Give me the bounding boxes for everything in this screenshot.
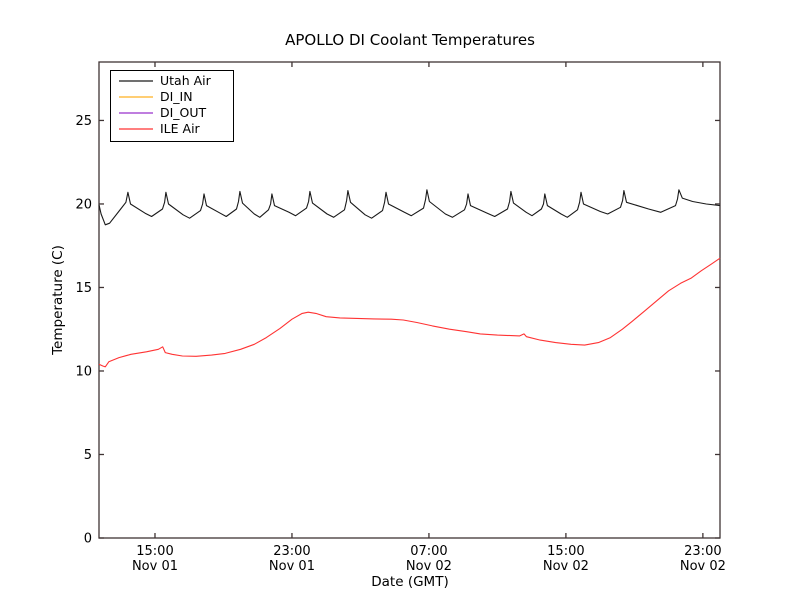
- chart-title: APOLLO DI Coolant Temperatures: [285, 31, 535, 49]
- x-axis-label: Date (GMT): [371, 574, 448, 590]
- legend-label-ile-air: ILE Air: [160, 121, 201, 136]
- legend-label-di-out: DI_OUT: [160, 105, 207, 120]
- legend-label-utah-air: Utah Air: [160, 73, 212, 88]
- legend: Utah Air DI_IN DI_OUT ILE Air: [110, 70, 234, 142]
- y-tick-label: 5: [84, 448, 92, 463]
- legend-entry-di-in: DI_IN: [119, 89, 193, 104]
- y-tick-label: 20: [75, 197, 92, 212]
- x-tick-label-time: 23:00: [684, 544, 721, 559]
- legend-label-di-in: DI_IN: [160, 89, 193, 104]
- x-tick-label-time: 15:00: [136, 544, 173, 559]
- y-tick-label: 15: [75, 281, 92, 296]
- y-tick-label: 0: [84, 532, 92, 547]
- y-tick-label: 10: [75, 364, 92, 379]
- x-tick-label-time: 15:00: [547, 544, 584, 559]
- plot-area: [98, 61, 721, 539]
- x-tick-label-date: Nov 02: [406, 559, 452, 574]
- x-tick-label-date: Nov 01: [269, 559, 315, 574]
- x-tick-label-date: Nov 02: [680, 559, 726, 574]
- x-tick-label-time: 23:00: [273, 544, 310, 559]
- legend-box: [110, 70, 234, 142]
- x-tick-label-time: 07:00: [410, 544, 447, 559]
- legend-entry-ile-air: ILE Air: [119, 121, 201, 136]
- x-tick-label-date: Nov 01: [132, 559, 178, 574]
- y-axis-label: Temperature (C): [50, 245, 66, 356]
- legend-entry-di-out: DI_OUT: [119, 105, 207, 120]
- y-tick-label: 25: [75, 114, 92, 129]
- legend-entry-utah-air: Utah Air: [119, 73, 212, 88]
- series-line-ile-air: [98, 257, 721, 368]
- series-group: [98, 189, 721, 368]
- x-tick-label-date: Nov 02: [543, 559, 589, 574]
- series-line-utah-air: [98, 189, 721, 226]
